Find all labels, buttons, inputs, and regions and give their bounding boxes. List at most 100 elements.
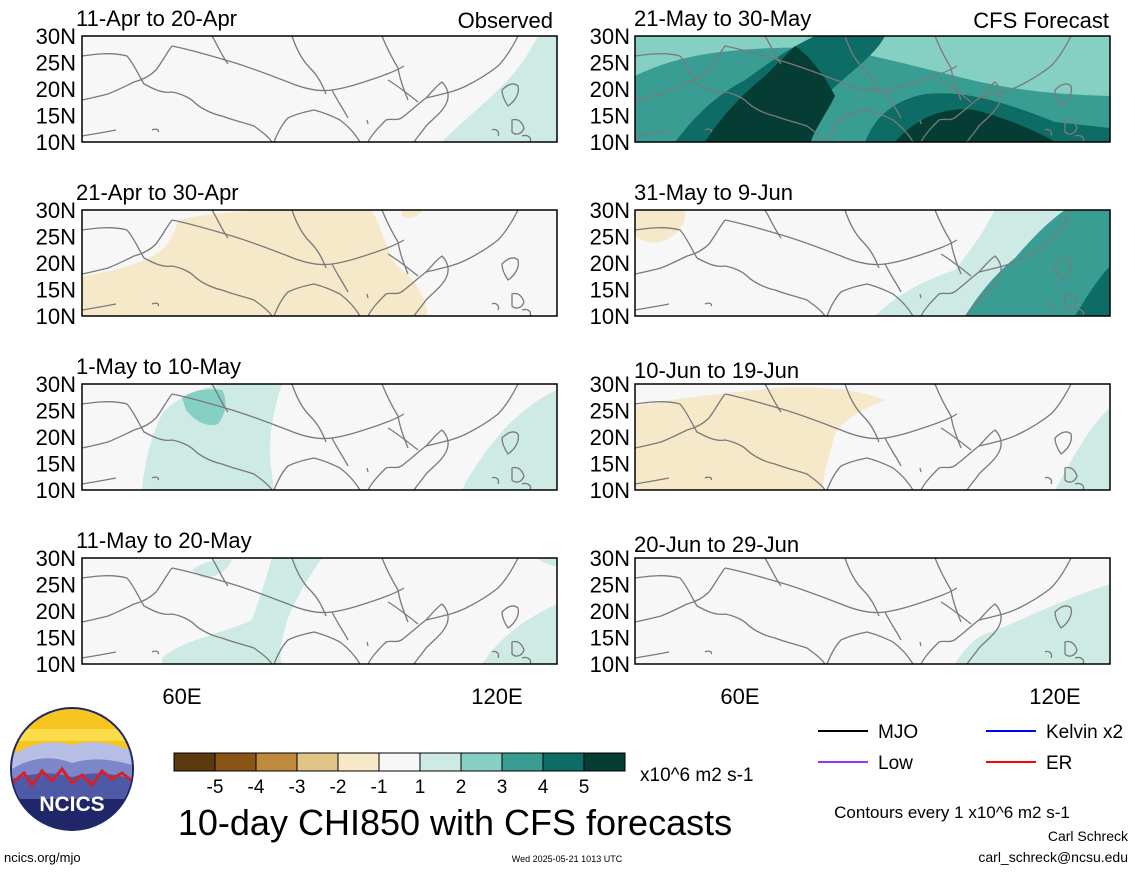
colorbar-box: [337, 752, 380, 772]
author-name: Carl Schreck: [1048, 828, 1129, 844]
lat-tick-label: 30N: [590, 546, 630, 571]
lat-tick-label: 20N: [36, 425, 76, 450]
lat-tick-label: 10N: [36, 304, 76, 329]
colorbar-box: [501, 752, 544, 772]
lon-tick-label: 60E: [720, 684, 759, 709]
forecast-label: CFS Forecast: [973, 8, 1109, 33]
colorbar-label: 1: [415, 777, 426, 798]
lat-tick-label: 10N: [36, 652, 76, 677]
lat-tick-label: 10N: [590, 652, 630, 677]
lat-tick-label: 15N: [36, 626, 76, 651]
panel-title: 1-May to 10-May: [76, 354, 241, 379]
lat-tick-label: 20N: [36, 251, 76, 276]
legend-label: MJO: [878, 722, 918, 743]
lat-tick-label: 25N: [590, 225, 630, 250]
longitude-axis: 60E 120E 60E 120E: [162, 684, 1080, 709]
legend-label: Low: [878, 753, 913, 774]
colorbar-box: [542, 752, 585, 772]
lat-tick-label: 15N: [590, 626, 630, 651]
lat-tick-label: 10N: [590, 304, 630, 329]
lat-tick-label: 20N: [36, 599, 76, 624]
colorbar-box: [214, 752, 257, 772]
colorbar-labels: -5 -4 -3 -2 -1 1 2 3 4 5: [207, 777, 590, 798]
colorbar-box: [378, 752, 421, 772]
lat-tick-label: 30N: [590, 24, 630, 49]
colorbar-box: [460, 752, 503, 772]
colorbar-label: -5: [207, 777, 224, 798]
colorbar-label: 5: [579, 777, 590, 798]
panel-title: 20-Jun to 29-Jun: [634, 532, 799, 557]
lat-tick-label: 15N: [36, 104, 76, 129]
lat-tick-label: 20N: [590, 77, 630, 102]
panel-title: 10-Jun to 19-Jun: [634, 358, 799, 383]
lon-tick-label: 60E: [162, 684, 201, 709]
lat-tick-label: 25N: [590, 573, 630, 598]
panel-title: 11-Apr to 20-Apr: [76, 6, 237, 31]
lat-tick-label: 15N: [590, 104, 630, 129]
timestamp: Wed 2025-05-21 1013 UTC: [512, 854, 623, 864]
panel-title: 11-May to 20-May: [76, 528, 252, 553]
map-panel-7: [634, 383, 1111, 491]
lat-tick-label: 15N: [36, 278, 76, 303]
legend-label: Kelvin x2: [1046, 722, 1123, 743]
lat-tick-label: 10N: [590, 478, 630, 503]
lat-tick-label: 20N: [590, 599, 630, 624]
lat-tick-label: 25N: [36, 51, 76, 76]
colorbar-boxes: [173, 752, 626, 772]
lat-tick-label: 30N: [590, 198, 630, 223]
lat-tick-label: 10N: [590, 130, 630, 155]
colorbar-label: -2: [330, 777, 347, 798]
map-panel-3: [81, 383, 558, 491]
map-panel-2: [81, 209, 558, 317]
map-panel-5: [634, 35, 1111, 143]
panel-titles: 11-Apr to 20-Apr 21-Apr to 30-Apr 1-May …: [76, 6, 1109, 557]
lat-tick-label: 15N: [590, 452, 630, 477]
legend: MJO Kelvin x2 Low ER: [818, 722, 1123, 774]
lat-tick-label: 30N: [36, 546, 76, 571]
lon-tick-label: 120E: [1029, 684, 1080, 709]
lat-tick-label: 20N: [590, 425, 630, 450]
lat-tick-label: 25N: [36, 399, 76, 424]
observed-label: Observed: [458, 8, 553, 33]
colorbar-box: [419, 752, 462, 772]
lat-tick-label: 25N: [590, 399, 630, 424]
lat-tick-label: 30N: [36, 198, 76, 223]
lat-tick-label: 20N: [590, 251, 630, 276]
lat-tick-label: 25N: [36, 573, 76, 598]
site-link[interactable]: ncics.org/mjo: [4, 850, 81, 865]
colorbar-label: -1: [371, 777, 388, 798]
logo-text: NCICS: [39, 793, 104, 816]
legend-label: ER: [1046, 753, 1072, 774]
lat-tick-label: 15N: [36, 452, 76, 477]
author-email[interactable]: carl_schreck@ncsu.edu: [978, 849, 1128, 865]
latitude-axis: 30N25N20N15N10N30N25N20N15N10N30N25N20N1…: [36, 24, 630, 677]
lat-tick-label: 15N: [590, 278, 630, 303]
colorbar-box: [583, 752, 626, 772]
map-panel-6: [634, 209, 1111, 317]
lat-tick-label: 25N: [590, 51, 630, 76]
colorbar-label: -4: [248, 777, 265, 798]
colorbar-label: 4: [538, 777, 549, 798]
lat-tick-label: 25N: [36, 225, 76, 250]
contour-note: Contours every 1 x10^6 m2 s-1: [834, 803, 1070, 822]
lat-tick-label: 30N: [36, 372, 76, 397]
map-panel-8: [634, 557, 1111, 665]
main-title: 10-day CHI850 with CFS forecasts: [178, 802, 732, 843]
colorbar-label: 3: [497, 777, 508, 798]
lat-tick-label: 30N: [590, 372, 630, 397]
colorbar-box: [296, 752, 339, 772]
map-panel-4: [81, 557, 558, 665]
colorbar-label: 2: [456, 777, 467, 798]
colorbar-units: x10^6 m2 s-1: [640, 765, 753, 786]
panel-title: 31-May to 9-Jun: [634, 180, 793, 205]
colorbar-box: [255, 752, 298, 772]
lat-tick-label: 10N: [36, 478, 76, 503]
colorbar: -5 -4 -3 -2 -1 1 2 3 4 5 x10^6 m2 s-1: [173, 752, 753, 798]
colorbar-label: -3: [289, 777, 306, 798]
map-panel-1: [81, 35, 558, 143]
colorbar-box: [173, 752, 216, 772]
lat-tick-label: 10N: [36, 130, 76, 155]
panel-title: 21-May to 30-May: [634, 6, 811, 31]
panel-title: 21-Apr to 30-Apr: [76, 180, 239, 205]
lon-tick-label: 120E: [471, 684, 522, 709]
